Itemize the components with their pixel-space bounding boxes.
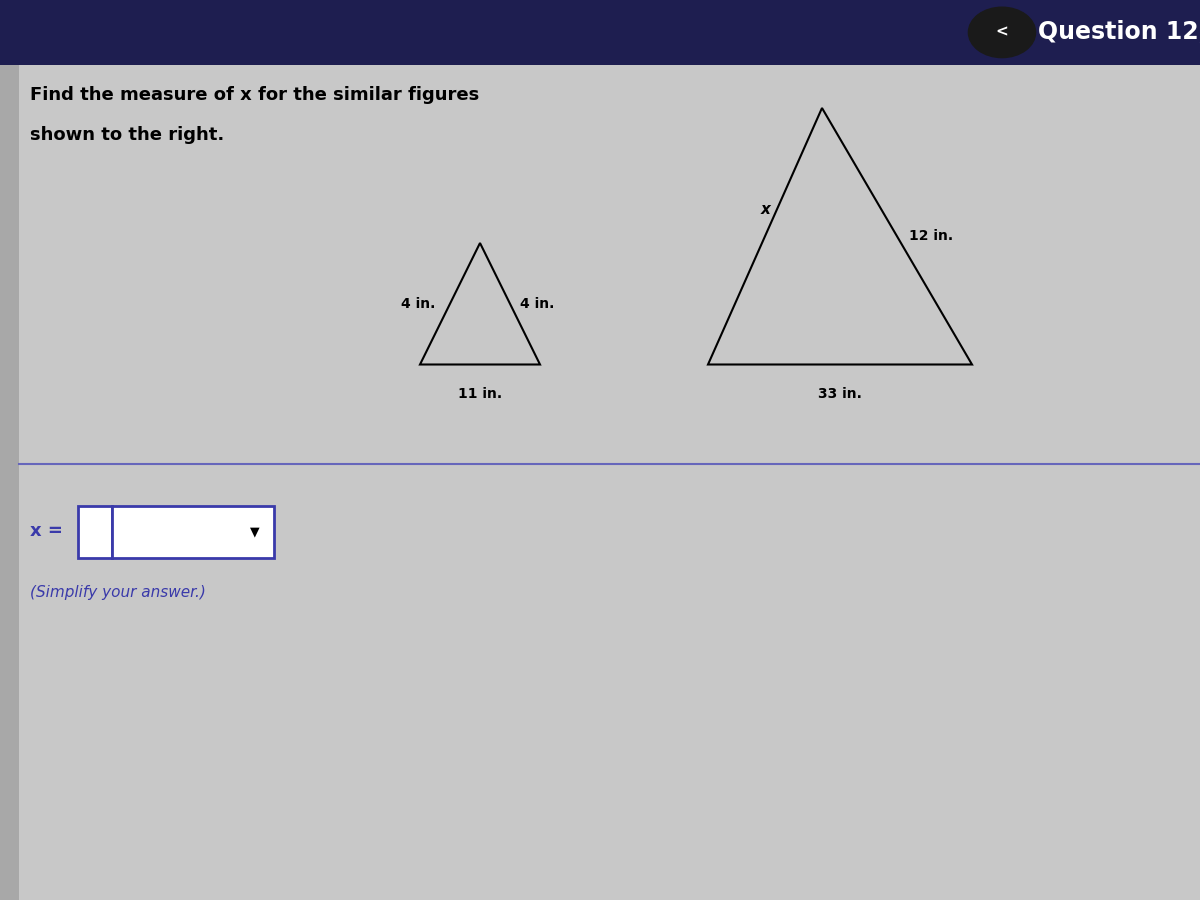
Bar bbox=[0, 65, 19, 900]
Text: Question 12, 6.2.45: Question 12, 6.2.45 bbox=[1038, 21, 1200, 44]
Text: 33 in.: 33 in. bbox=[818, 387, 862, 401]
FancyBboxPatch shape bbox=[112, 506, 274, 558]
Circle shape bbox=[968, 7, 1036, 58]
Text: <: < bbox=[996, 25, 1008, 40]
Text: x: x bbox=[761, 202, 772, 217]
Text: ▼: ▼ bbox=[250, 526, 259, 538]
Text: 4 in.: 4 in. bbox=[520, 297, 554, 310]
Text: (Simplify your answer.): (Simplify your answer.) bbox=[30, 585, 206, 600]
Text: 12 in.: 12 in. bbox=[910, 230, 953, 243]
Bar bbox=[0, 0, 1200, 65]
FancyBboxPatch shape bbox=[78, 506, 112, 558]
Text: x =: x = bbox=[30, 522, 62, 540]
Text: 11 in.: 11 in. bbox=[458, 387, 502, 401]
Text: Find the measure of x for the similar figures: Find the measure of x for the similar fi… bbox=[30, 86, 479, 104]
Text: 4 in.: 4 in. bbox=[401, 297, 436, 310]
Text: shown to the right.: shown to the right. bbox=[30, 126, 224, 144]
